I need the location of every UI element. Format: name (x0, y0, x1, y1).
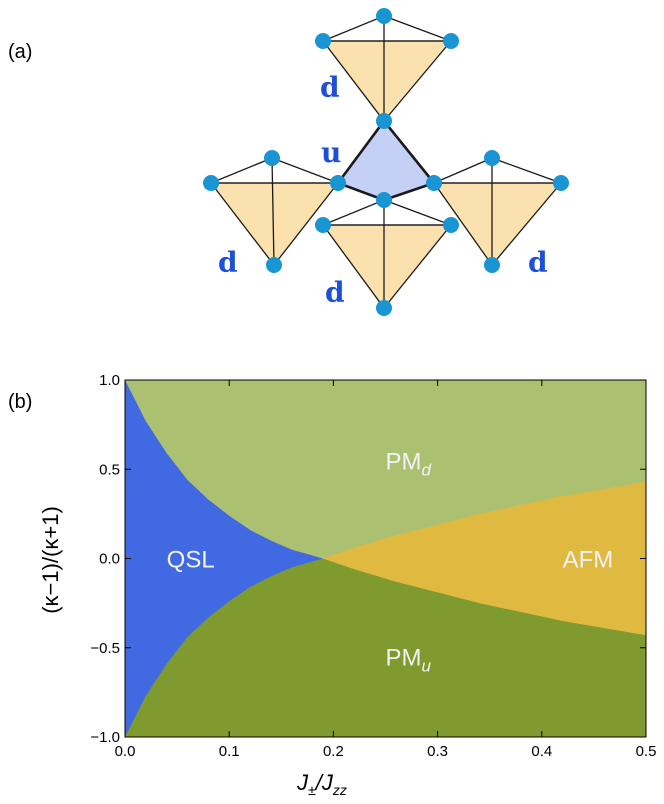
site-dot (376, 113, 392, 129)
x-tick-label: 0.1 (219, 743, 240, 760)
region-label-qsl: QSL (167, 547, 215, 574)
label-d-bottom: d (325, 276, 345, 309)
site-dot (443, 217, 459, 233)
label-d-left: d (218, 246, 238, 279)
region-label-pmu: PMu (386, 645, 432, 676)
site-dot (443, 33, 459, 49)
region-label-pmd: PMd (386, 448, 432, 479)
x-tick-label: 0.0 (115, 743, 136, 760)
panel-a-label: (a) (8, 41, 32, 63)
x-tick-label: 0.2 (323, 743, 344, 760)
x-axis-label-sub2: zz (332, 782, 347, 798)
y-tick-label: −0.5 (90, 640, 120, 657)
site-dot (376, 192, 392, 208)
site-dot (330, 175, 346, 191)
down-tetrahedron-right (433, 157, 562, 266)
label-u-center: u (321, 136, 341, 169)
site-dot (484, 257, 500, 273)
x-axis-label-sub1: ± (308, 782, 316, 798)
site-dot (203, 175, 219, 191)
site-dot (266, 257, 282, 273)
y-tick-label: 0.0 (99, 551, 120, 568)
x-axis-label: J±/Jzz (296, 770, 347, 798)
down-tetrahedron-top (322, 15, 452, 122)
lattice-sites (203, 8, 569, 316)
x-tick-label: 0.5 (636, 743, 657, 760)
site-dot (426, 175, 442, 191)
y-tick-label: 1.0 (99, 372, 120, 389)
x-tick-label: 0.4 (531, 743, 552, 760)
up-tetrahedron-face (336, 119, 436, 202)
panel-b-label: (b) (8, 391, 32, 413)
down-tetrahedron-top-face (322, 40, 452, 122)
down-tetrahedron-left-axis (271, 157, 275, 266)
y-axis-label: (κ−1)/(κ+1) (38, 506, 63, 614)
y-tick-label: −1.0 (90, 729, 120, 746)
label-d-top: d (320, 71, 340, 104)
label-d-right: d (528, 246, 548, 279)
site-dot (315, 33, 331, 49)
region-labels: QSL PMd PMu AFM (167, 448, 614, 675)
tetrahedra-diagram (203, 8, 569, 316)
region-afm (323, 481, 646, 636)
y-axis-ticks: 1.0 0.5 0.0 −0.5 −1.0 (90, 372, 646, 746)
region-label-afm: AFM (563, 547, 614, 574)
x-axis-label-slash: /J (314, 770, 334, 795)
site-dot (376, 300, 392, 316)
site-dot (376, 8, 392, 24)
x-axis-label-main: J (296, 770, 309, 795)
y-tick-label: 0.5 (99, 461, 120, 478)
region-qsl (125, 380, 323, 737)
up-tetrahedron (336, 119, 436, 202)
site-dot (553, 175, 569, 191)
site-dot (484, 150, 500, 166)
x-tick-label: 0.3 (427, 743, 448, 760)
site-dot (315, 217, 331, 233)
site-dot (264, 150, 280, 166)
x-axis-ticks: 0.0 0.1 0.2 0.3 0.4 0.5 (115, 380, 657, 760)
